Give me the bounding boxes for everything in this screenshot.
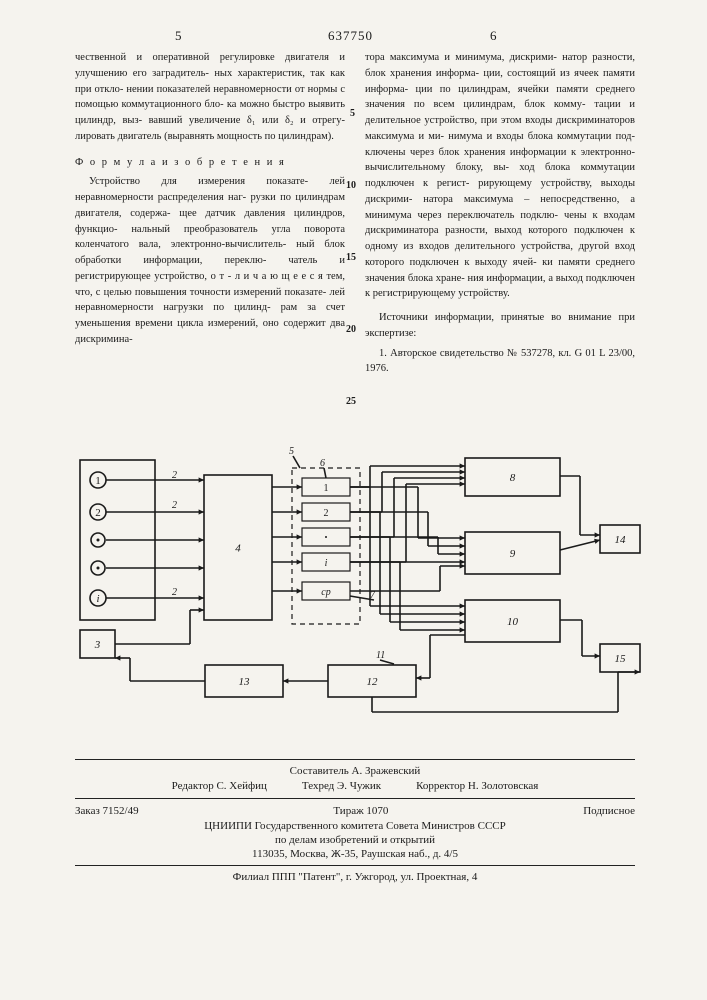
source-item: 1. Авторское свидетельство № 537278, кл.… (365, 346, 635, 378)
filial-line: Филиал ППП "Патент", г. Ужгород, ул. Про… (75, 870, 635, 884)
svg-text:12: 12 (367, 676, 379, 688)
org-line: по делам изобретений и открытий (75, 833, 635, 847)
corrector: Корректор Н. Золотовская (416, 780, 538, 792)
svg-text:5: 5 (289, 446, 294, 457)
page-number-right: 6 (490, 28, 497, 44)
svg-text:13: 13 (239, 676, 251, 688)
svg-text:i: i (96, 593, 99, 605)
colophon: Составитель А. Зражевский Редактор С. Хе… (75, 755, 635, 884)
svg-text:8: 8 (510, 472, 516, 484)
svg-text:ср: ср (321, 587, 330, 598)
right-column: тора максимума и минимума, дискрими- нат… (365, 50, 635, 381)
techred: Техред Э. Чужик (302, 780, 381, 792)
svg-text:2: 2 (324, 508, 329, 519)
page-number-left: 5 (175, 28, 182, 44)
document-number: 637750 (328, 28, 373, 44)
svg-text:9: 9 (510, 548, 516, 560)
svg-text:1: 1 (95, 475, 101, 487)
svg-text:2: 2 (95, 507, 101, 519)
sources-header: Источники информации, принятые во вниман… (365, 310, 635, 342)
block-diagram: 12i3412iср89101415121322267115 (70, 440, 650, 730)
svg-text:i: i (325, 558, 328, 569)
paragraph: тора максимума и минимума, дискрими- нат… (365, 50, 635, 302)
paragraph: чественной и оперативной регулировке дви… (75, 50, 345, 145)
org-line: ЦНИИПИ Государственного комитета Совета … (75, 819, 635, 833)
svg-text:4: 4 (235, 543, 241, 555)
compiler-line: Составитель А. Зражевский (75, 764, 635, 778)
svg-text:15: 15 (615, 653, 627, 665)
text-columns: чественной и оперативной регулировке дви… (75, 50, 635, 381)
svg-text:2: 2 (172, 587, 177, 598)
line-number: 25 (346, 396, 356, 407)
paragraph: Устройство для измерения показате- лей н… (75, 174, 345, 347)
subscription: Подписное (583, 805, 635, 817)
svg-text:6: 6 (320, 458, 325, 469)
svg-text:10: 10 (507, 616, 519, 628)
svg-text:14: 14 (615, 534, 627, 546)
order: Заказ 7152/49 (75, 805, 139, 817)
address-line: 113035, Москва, Ж-35, Раушская наб., д. … (75, 847, 635, 861)
tirage: Тираж 1070 (333, 805, 388, 817)
editor: Редактор С. Хейфиц (172, 780, 267, 792)
left-column: чественной и оперативной регулировке дви… (75, 50, 345, 381)
svg-text:2: 2 (172, 500, 177, 511)
svg-text:3: 3 (94, 639, 101, 651)
svg-text:2: 2 (172, 470, 177, 481)
svg-text:1: 1 (324, 483, 329, 494)
formula-header: Ф о р м у л а и з о б р е т е н и я (75, 155, 345, 171)
